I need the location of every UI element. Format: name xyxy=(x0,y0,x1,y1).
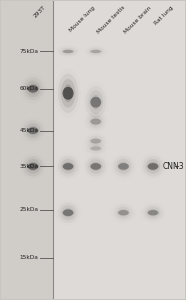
FancyBboxPatch shape xyxy=(53,1,185,299)
Text: 60kDa: 60kDa xyxy=(20,86,39,91)
Ellipse shape xyxy=(63,208,73,218)
Ellipse shape xyxy=(116,159,131,174)
Ellipse shape xyxy=(119,162,128,171)
Ellipse shape xyxy=(28,127,39,134)
Ellipse shape xyxy=(90,163,101,170)
Ellipse shape xyxy=(61,79,76,108)
Ellipse shape xyxy=(88,159,103,174)
Text: 35kDa: 35kDa xyxy=(20,164,39,169)
Ellipse shape xyxy=(28,126,38,135)
Text: Mouse testis: Mouse testis xyxy=(96,5,126,35)
Text: 15kDa: 15kDa xyxy=(20,255,39,260)
Ellipse shape xyxy=(90,50,101,53)
Ellipse shape xyxy=(147,210,158,215)
Ellipse shape xyxy=(26,159,40,174)
Ellipse shape xyxy=(91,162,100,171)
Ellipse shape xyxy=(90,146,101,151)
Ellipse shape xyxy=(26,123,40,138)
Ellipse shape xyxy=(62,163,74,170)
Ellipse shape xyxy=(91,118,100,126)
Text: 293T: 293T xyxy=(33,5,47,19)
Ellipse shape xyxy=(58,74,78,113)
Ellipse shape xyxy=(61,159,76,174)
Ellipse shape xyxy=(28,162,38,171)
Ellipse shape xyxy=(61,205,76,220)
Ellipse shape xyxy=(118,210,129,215)
Ellipse shape xyxy=(63,49,73,54)
Ellipse shape xyxy=(118,163,129,170)
Ellipse shape xyxy=(90,97,101,108)
Ellipse shape xyxy=(28,84,38,94)
Ellipse shape xyxy=(148,162,158,171)
Ellipse shape xyxy=(119,209,128,216)
Ellipse shape xyxy=(90,139,101,143)
Ellipse shape xyxy=(63,84,73,102)
Ellipse shape xyxy=(91,95,100,110)
Text: Mouse brain: Mouse brain xyxy=(124,5,153,34)
Text: Mouse lung: Mouse lung xyxy=(68,5,96,33)
Text: CNN3: CNN3 xyxy=(163,162,184,171)
Ellipse shape xyxy=(62,209,74,216)
Ellipse shape xyxy=(62,50,74,53)
Ellipse shape xyxy=(63,162,73,171)
Ellipse shape xyxy=(90,119,101,124)
Text: 75kDa: 75kDa xyxy=(20,49,39,54)
FancyBboxPatch shape xyxy=(1,1,53,299)
Ellipse shape xyxy=(88,90,103,114)
Text: 45kDa: 45kDa xyxy=(20,128,39,133)
Ellipse shape xyxy=(28,85,39,92)
Ellipse shape xyxy=(26,80,40,97)
Text: Rat lung: Rat lung xyxy=(153,5,174,26)
Ellipse shape xyxy=(147,163,158,170)
Ellipse shape xyxy=(28,163,39,170)
Ellipse shape xyxy=(148,209,158,216)
Ellipse shape xyxy=(62,87,74,100)
Ellipse shape xyxy=(146,159,160,174)
Ellipse shape xyxy=(146,207,160,219)
Text: 25kDa: 25kDa xyxy=(20,207,39,212)
